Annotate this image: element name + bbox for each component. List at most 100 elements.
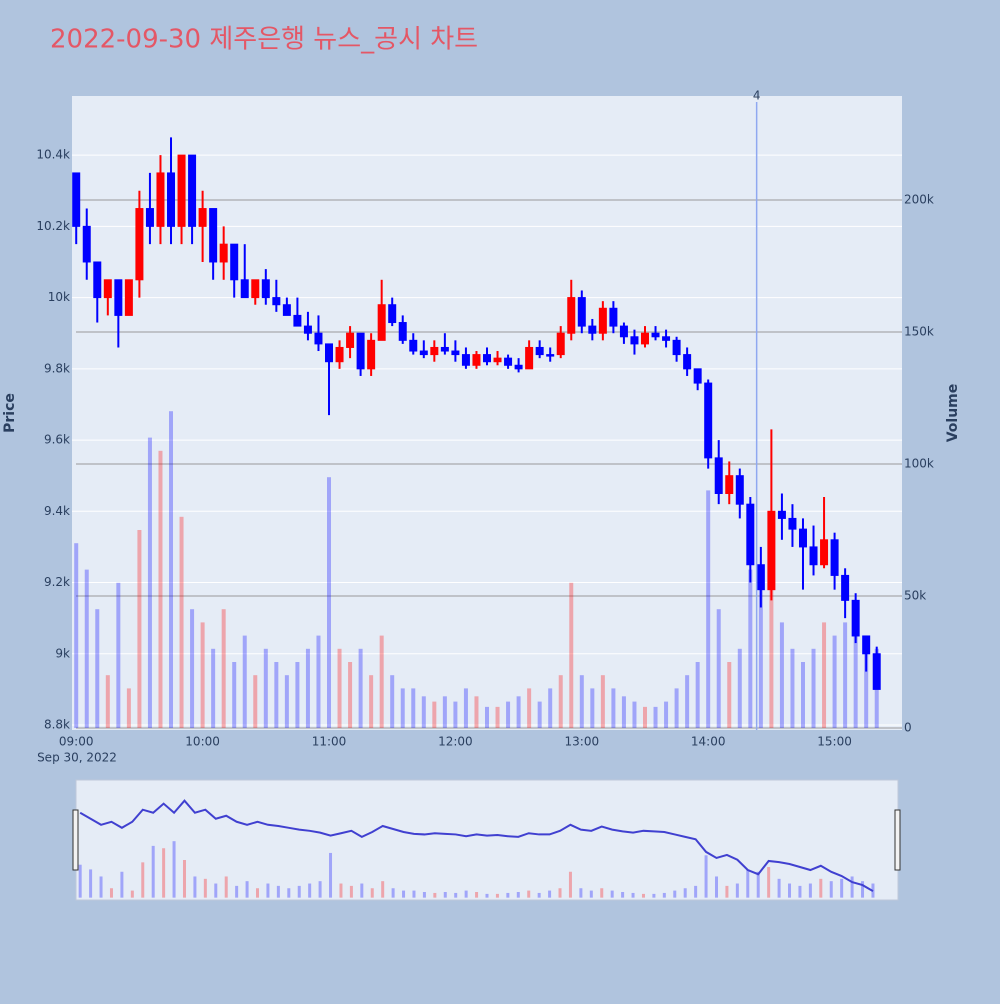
mini-volume-bar xyxy=(339,883,343,898)
volume-bar xyxy=(674,688,679,728)
mini-volume-bar xyxy=(600,888,604,898)
volume-bar xyxy=(232,661,237,728)
mini-volume-bar xyxy=(506,892,510,898)
volume-bar xyxy=(369,675,374,728)
mini-volume-bar xyxy=(610,890,614,898)
y2-tick-label: 100k xyxy=(904,457,934,471)
candle-body xyxy=(293,314,302,327)
volume-bar xyxy=(179,516,184,728)
volume-bar xyxy=(74,543,79,728)
candle-body xyxy=(282,304,291,316)
candle-body xyxy=(219,243,228,263)
mini-volume-bar xyxy=(422,891,426,898)
mini-volume-bar xyxy=(714,876,718,898)
candle-body xyxy=(714,457,723,494)
mini-volume-bar xyxy=(329,852,333,898)
candle-body xyxy=(325,343,334,363)
mini-volume-bar xyxy=(683,888,687,898)
candle-body xyxy=(188,154,197,227)
y-tick-label: 8.8k xyxy=(44,718,70,732)
volume-bar xyxy=(495,706,500,728)
x-tick-label: 09:00 xyxy=(59,735,94,749)
mini-volume-bar xyxy=(245,881,249,898)
candle-body xyxy=(367,339,376,370)
volume-bar xyxy=(274,661,279,728)
volume-bar xyxy=(600,675,605,728)
candle-body xyxy=(662,336,671,341)
volume-bar xyxy=(211,648,216,728)
volume-bar xyxy=(653,706,658,728)
mini-volume-bar xyxy=(349,885,353,898)
mini-volume-bar xyxy=(402,890,406,898)
mini-volume-bar xyxy=(641,893,645,898)
mini-volume-bar xyxy=(182,860,186,898)
mini-volume-bar xyxy=(704,855,708,898)
x-tick-label: 11:00 xyxy=(312,735,347,749)
candle-body xyxy=(261,279,270,299)
mini-volume-bar xyxy=(798,885,802,898)
candle-body xyxy=(872,653,881,690)
candle-body xyxy=(830,539,839,576)
volume-bar xyxy=(453,701,458,728)
mini-volume-bar xyxy=(662,892,666,898)
mini-volume-bar xyxy=(172,841,176,898)
range-slider[interactable] xyxy=(75,779,899,901)
candle-body xyxy=(693,368,702,384)
candle-body xyxy=(704,382,713,459)
volume-bar xyxy=(843,622,848,728)
candle-body xyxy=(504,357,513,366)
candle-body xyxy=(72,172,81,227)
mini-volume-bar xyxy=(318,881,322,898)
volume-bar xyxy=(790,648,795,728)
y-tick-label: 9.4k xyxy=(44,504,70,518)
volume-bar xyxy=(147,437,152,728)
volume-bar xyxy=(400,688,405,728)
range-handle-right[interactable] xyxy=(894,809,901,871)
volume-bar xyxy=(474,696,479,728)
volume-bar xyxy=(295,661,300,728)
mini-volume-bar xyxy=(767,867,771,898)
mini-volume-bar xyxy=(443,891,447,898)
volume-bar xyxy=(822,622,827,728)
mini-volume-bar xyxy=(287,888,291,898)
mini-volume-bar xyxy=(652,893,656,898)
candle-body xyxy=(419,350,428,356)
volume-bar xyxy=(832,635,837,728)
candle-body xyxy=(862,635,871,655)
mini-price-line xyxy=(79,799,874,892)
volume-bar xyxy=(390,675,395,728)
y-tick-label: 9.6k xyxy=(44,433,70,447)
y-tick-label: 9.2k xyxy=(44,575,70,589)
candle-body xyxy=(672,339,681,356)
y2-tick-label: 200k xyxy=(904,193,934,207)
mini-volume-bar xyxy=(308,883,312,898)
mini-volume-bar xyxy=(475,891,479,898)
volume-bar xyxy=(316,635,321,728)
candle-body xyxy=(588,325,597,334)
mini-volume-bar xyxy=(694,885,698,898)
volume-bar xyxy=(611,688,616,728)
candle-body xyxy=(440,346,449,352)
mini-volume-bar xyxy=(464,890,468,898)
mini-volume-bar xyxy=(266,883,270,898)
mini-volume-bar xyxy=(78,864,82,898)
annotation-text: 4 xyxy=(753,89,761,103)
mini-volume-bar xyxy=(548,890,552,898)
volume-bar xyxy=(685,675,690,728)
x-tick-label: 10:00 xyxy=(185,735,220,749)
candle-body xyxy=(93,261,102,299)
range-handle-left[interactable] xyxy=(72,809,79,871)
mini-volume-bar xyxy=(412,890,416,898)
candle-body xyxy=(346,332,355,348)
candle-body xyxy=(198,208,207,227)
volume-bar xyxy=(779,622,784,728)
y2-tick-label: 50k xyxy=(904,588,926,602)
volume-bar xyxy=(284,675,289,728)
x-date-label: Sep 30, 2022 xyxy=(37,751,117,765)
mini-volume-bar xyxy=(495,893,499,898)
candle-body xyxy=(809,546,818,566)
volume-bar xyxy=(105,675,110,728)
mini-volume-bar xyxy=(558,888,562,898)
mini-volume-bar xyxy=(235,885,239,898)
